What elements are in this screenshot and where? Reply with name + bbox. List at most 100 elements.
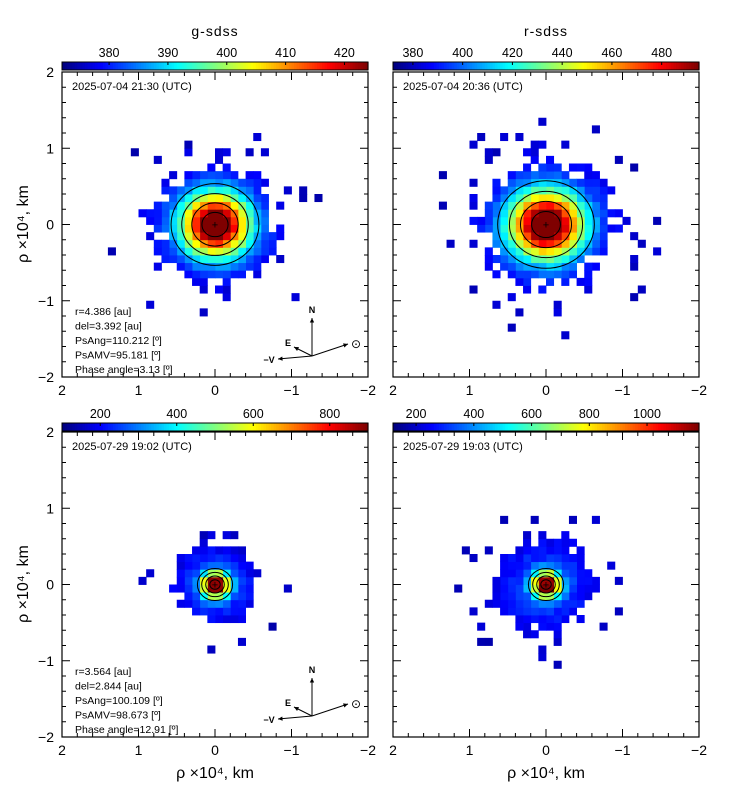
image-pixel <box>192 554 201 563</box>
image-pixel <box>199 607 208 616</box>
image-pixel <box>523 538 532 547</box>
image-pixel <box>546 584 555 593</box>
image-pixel <box>161 255 170 264</box>
image-pixel <box>584 178 593 187</box>
image-pixel <box>546 239 555 248</box>
colorbar-tick-label: 410 <box>275 46 296 60</box>
image-pixel <box>237 262 246 271</box>
colorbar-segment <box>660 423 664 431</box>
image-pixel <box>253 239 262 248</box>
colorbar-segment <box>607 423 611 431</box>
image-pixel <box>515 615 524 624</box>
colorbar-segment <box>67 62 71 70</box>
image-pixel <box>146 300 155 309</box>
colorbar-segment <box>561 423 565 431</box>
image-pixel <box>538 622 547 631</box>
image-pixel <box>184 569 193 578</box>
image-pixel <box>538 554 547 563</box>
info-line: PsAng=100.109 [º] <box>75 695 163 707</box>
image-pixel <box>438 201 447 210</box>
colorbar-segment <box>153 62 157 70</box>
colorbar-segment <box>360 423 364 431</box>
image-pixel <box>253 194 262 203</box>
colorbar-segment <box>245 62 249 70</box>
colorbar-segment <box>663 62 667 70</box>
colorbar-segment <box>431 62 435 70</box>
image-pixel <box>161 224 170 233</box>
colorbar-segment <box>301 423 305 431</box>
image-pixel <box>591 515 600 524</box>
image-pixel <box>507 178 516 187</box>
image-pixel <box>207 599 216 608</box>
image-pixel <box>515 255 524 264</box>
image-pixel <box>253 262 262 271</box>
image-pixel <box>507 323 516 332</box>
y-tick-label: −2 <box>38 729 54 745</box>
image-pixel <box>230 569 239 578</box>
image-pixel <box>184 584 193 593</box>
colorbar-segment <box>479 62 483 70</box>
colorbar-segment <box>176 62 180 70</box>
image-pixel <box>222 531 231 540</box>
y-axis-label-top: ρ ×10⁴, km <box>15 185 32 263</box>
image-pixel <box>568 554 577 563</box>
colorbar-segment <box>591 62 596 70</box>
image-pixel <box>530 561 539 570</box>
image-pixel <box>492 178 501 187</box>
colorbar-segment <box>461 62 465 70</box>
image-pixel <box>169 584 178 593</box>
colorbar-segment <box>250 423 254 431</box>
image-pixel <box>538 201 547 210</box>
colorbar-segment <box>484 62 488 70</box>
image-pixel <box>260 216 269 225</box>
colorbar-tick-label: 400 <box>452 46 473 60</box>
colorbar-segment <box>148 62 152 70</box>
colorbar-segment <box>212 62 216 70</box>
colorbar-segment <box>642 423 647 431</box>
image-pixel <box>523 186 532 195</box>
image-pixel <box>568 599 577 608</box>
coma-image <box>438 117 662 340</box>
image-pixel <box>576 186 585 195</box>
image-pixel <box>568 515 577 524</box>
info-line: PsAng=110.212 [º] <box>75 335 162 347</box>
image-pixel <box>515 201 524 210</box>
image-pixel <box>184 148 193 157</box>
colorbar-segment <box>327 62 331 70</box>
image-pixel <box>237 255 246 264</box>
colorbar-segment <box>105 62 109 70</box>
image-pixel <box>530 186 539 195</box>
image-pixel <box>230 194 239 203</box>
image-pixel <box>546 171 555 180</box>
colorbar-segment <box>696 423 700 431</box>
image-pixel <box>484 216 493 225</box>
image-pixel <box>523 171 532 180</box>
colorbar-segment <box>625 423 629 431</box>
colorbar-tick-label: 600 <box>521 407 542 421</box>
colorbar-segment <box>449 423 453 431</box>
colorbar-segment <box>530 423 534 431</box>
colorbar-segment <box>317 423 321 431</box>
image-pixel <box>561 607 570 616</box>
image-pixel <box>199 247 208 256</box>
colorbar-segment <box>482 423 486 431</box>
image-pixel <box>230 546 239 555</box>
sun-symbol: ⊙ <box>351 697 361 711</box>
image-pixel <box>538 546 547 555</box>
image-pixel <box>630 163 639 172</box>
colorbar-segment <box>156 423 160 431</box>
y-tick-label: 2 <box>46 64 54 80</box>
image-pixel <box>538 247 547 256</box>
image-pixel <box>215 255 224 264</box>
colorbar-segment <box>479 423 483 431</box>
image-pixel <box>230 554 239 563</box>
colorbar-segment <box>84 423 89 431</box>
image-pixel <box>530 148 539 157</box>
colorbar-segment <box>345 62 349 70</box>
image-pixel <box>207 239 216 248</box>
colorbar-segment <box>62 423 66 431</box>
image-pixel <box>176 247 185 256</box>
colorbar-segment <box>630 423 634 431</box>
image-pixel <box>568 163 577 172</box>
image-pixel <box>484 255 493 264</box>
